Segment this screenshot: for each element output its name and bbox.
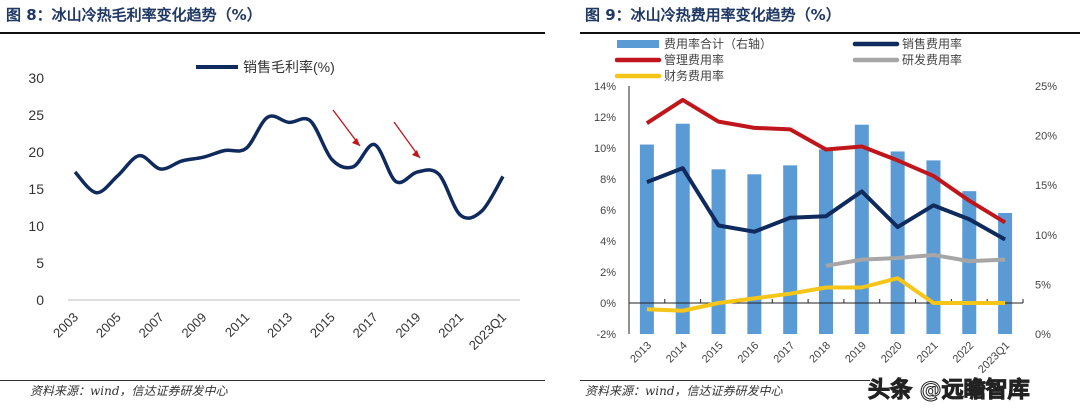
right-source-rule <box>580 380 870 381</box>
left-x-tick-label: 2005 <box>93 310 124 341</box>
right-legend-swatch <box>617 40 659 48</box>
right-right-y-tick-label: 25% <box>1035 81 1057 93</box>
left-y-tick-label: 30 <box>28 70 44 86</box>
left-annotation-arrowhead <box>352 138 360 146</box>
right-x-tick-label: 2016 <box>736 340 762 366</box>
right-left-y-tick-label: 0% <box>600 298 616 310</box>
left-y-tick-label: 15 <box>28 181 44 197</box>
right-left-y-tick-label: 10% <box>594 143 616 155</box>
right-right-y-tick-label: 0% <box>1035 329 1051 341</box>
right-bar-total-expense <box>783 165 798 334</box>
left-y-tick-label: 5 <box>36 255 44 271</box>
right-right-y-tick-label: 10% <box>1035 230 1057 242</box>
right-x-tick-label: 2021 <box>915 340 941 366</box>
right-bar-total-expense <box>890 151 905 334</box>
left-x-tick-label: 2013 <box>264 310 295 341</box>
left-source-rule <box>0 380 545 381</box>
right-legend-label: 管理费用率 <box>664 52 724 67</box>
right-x-tick-label: 2023Q1 <box>976 340 1012 376</box>
right-left-y-tick-label: 2% <box>600 267 616 279</box>
right-legend-label: 销售费用率 <box>902 36 962 51</box>
right-bar-total-expense <box>711 169 726 334</box>
right-legend-label: 研发费用率 <box>902 52 962 67</box>
right-left-y-tick-label: 4% <box>600 236 616 248</box>
right-x-tick-label: 2020 <box>879 340 905 366</box>
left-legend-label: 销售毛利率(%) <box>243 59 335 75</box>
watermark: 头条 @远瞻智库 <box>868 378 1031 404</box>
right-x-tick-label: 2022 <box>951 340 977 366</box>
right-left-y-tick-label: 14% <box>594 81 616 93</box>
right-series-line <box>645 97 1007 225</box>
right-series-line <box>825 252 1006 268</box>
right-title-rule <box>580 32 1080 34</box>
left-annotation-arrowhead <box>412 150 420 158</box>
right-right-y-tick-label: 15% <box>1035 180 1057 192</box>
right-right-y-tick-label: 20% <box>1035 131 1057 143</box>
left-x-tick-label: 2011 <box>222 310 252 340</box>
right-series-line <box>646 166 1007 242</box>
right-x-tick-label: 2014 <box>664 340 690 366</box>
right-x-tick-label: 2013 <box>628 340 654 366</box>
right-bar-total-expense <box>819 149 833 334</box>
right-bar-total-expense <box>639 144 654 334</box>
left-title-rule <box>0 32 545 34</box>
right-left-y-tick-label: 12% <box>594 112 616 124</box>
right-legend-label: 财务费用率 <box>664 68 724 83</box>
left-x-tick-label: 2019 <box>392 310 423 341</box>
right-right-y-tick-label: 5% <box>1035 279 1051 291</box>
left-series-line <box>73 114 505 220</box>
right-x-tick-label: 2017 <box>772 340 798 366</box>
right-left-y-tick-label: 8% <box>600 174 616 186</box>
left-y-tick-label: 10 <box>28 218 44 234</box>
left-x-tick-label: 2003 <box>50 310 81 341</box>
right-x-tick-label: 2015 <box>700 340 726 366</box>
right-bar-total-expense <box>926 160 941 334</box>
left-x-tick-label: 2017 <box>350 310 381 341</box>
left-y-tick-label: 20 <box>28 144 44 160</box>
right-left-y-tick-label: 6% <box>600 205 616 217</box>
right-series-line <box>646 276 1006 313</box>
left-x-tick-label: 2021 <box>435 310 466 341</box>
left-x-tick-label: 2023Q1 <box>466 310 509 353</box>
right-x-tick-label: 2018 <box>807 340 833 366</box>
right-legend-label: 费用率合计（右轴） <box>664 36 772 51</box>
left-x-tick-label: 2015 <box>307 310 338 341</box>
left-source: 资料来源：wind，信达证券研发中心 <box>30 384 228 398</box>
left-y-tick-label: 0 <box>36 292 44 308</box>
right-bar-total-expense <box>854 124 869 334</box>
left-y-tick-label: 25 <box>28 107 44 123</box>
left-x-tick-label: 2009 <box>178 310 209 341</box>
right-bar-total-expense <box>747 174 762 334</box>
right-bar-total-expense <box>675 123 690 334</box>
right-source: 资料来源：wind，信达证券研发中心 <box>585 384 783 398</box>
right-chart-title: 图 9：冰山冷热费用率变化趋势（%） <box>585 6 841 24</box>
left-x-tick-label: 2007 <box>136 310 167 341</box>
right-bar-total-expense <box>998 212 1013 334</box>
left-chart-title: 图 8：冰山冷热毛利率变化趋势（%） <box>6 6 262 24</box>
right-x-tick-label: 2019 <box>843 340 869 366</box>
right-left-y-tick-label: -2% <box>596 329 616 341</box>
